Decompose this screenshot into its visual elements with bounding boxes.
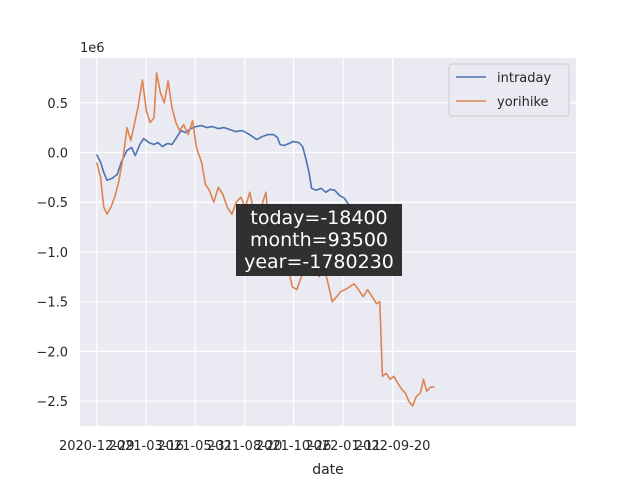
y-tick-label: −0.5 (36, 196, 68, 211)
legend-label-yorihike: yorihike (497, 95, 549, 110)
series-layer (95, 72, 435, 407)
x-tick-label: 2021-05-31 (157, 439, 233, 454)
x-tick-label: 2021-10-26 (256, 439, 332, 454)
summary-annotation: today=-18400 month=93500 year=-1780230 (236, 204, 402, 276)
annotation-year: year=-1780230 (244, 251, 394, 273)
x-tick-label: 2022-01-11 (305, 439, 381, 454)
series-line-intraday (95, 124, 354, 210)
annotation-month: month=93500 (250, 229, 388, 251)
x-tick-label: 2021-03-16 (108, 439, 184, 454)
annotation-today: today=-18400 (250, 207, 387, 229)
y-tick-label: −2.5 (36, 395, 68, 410)
y-tick-label: 0.5 (47, 97, 68, 112)
y-tick-label: −2.0 (36, 345, 68, 360)
x-tick-label: 2022-09-20 (355, 439, 431, 454)
y-tick-label: 0.0 (47, 146, 68, 161)
x-tick-label: 2021-08-20 (207, 439, 283, 454)
legend: intraday yorihike (448, 63, 570, 117)
y-tick-label: −1.0 (36, 246, 68, 261)
y-axis: 0.5 0.0 −0.5 −1.0 −1.5 −2.0 −2.5 (36, 97, 68, 410)
annotation-box (236, 204, 402, 276)
y-offset-label: 1e6 (80, 41, 105, 56)
series-line-yorihike (95, 72, 435, 407)
x-axis-label: date (312, 462, 344, 478)
legend-label-intraday: intraday (497, 71, 551, 86)
x-tick-label: 2020-12-29 (59, 439, 135, 454)
y-tick-label: −1.5 (36, 296, 68, 311)
x-axis: 2020-12-292021-03-162021-05-312021-08-20… (59, 439, 430, 454)
